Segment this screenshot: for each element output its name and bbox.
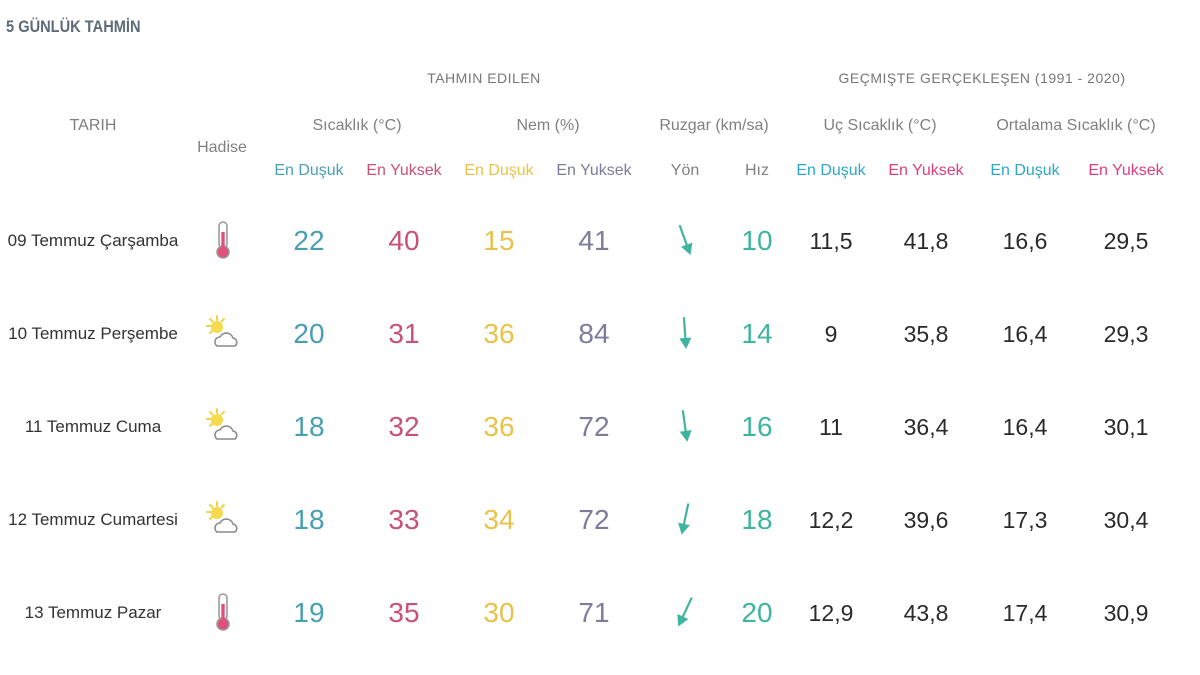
- temp-min-value: 19: [293, 596, 325, 628]
- wind-speed-value: 20: [741, 596, 773, 628]
- extreme-min-value: 9: [824, 320, 838, 347]
- humidity-min-value: 15: [483, 224, 515, 256]
- date-cell: 10 Temmuz Perşembe: [8, 324, 178, 344]
- extreme-min-value: 12,9: [808, 599, 854, 626]
- average-max-value: 30,4: [1103, 506, 1149, 533]
- average-max-value: 29,5: [1103, 227, 1149, 254]
- temp-min-value: 22: [293, 224, 325, 256]
- average-max-label: En Yuksek: [1088, 162, 1164, 179]
- page-title: 5 GÜNLÜK TAHMİN: [6, 17, 141, 36]
- wind-direction-arrow-icon: [673, 407, 698, 445]
- date-cell: 11 Temmuz Cuma: [24, 417, 162, 437]
- temp-max-value: 35: [388, 596, 420, 628]
- average-max-value: 30,1: [1103, 413, 1149, 440]
- wind-speed-value: 10: [741, 224, 773, 256]
- average-min-value: 16,4: [1002, 413, 1048, 440]
- phenomenon-column-header: Hadise: [197, 139, 247, 156]
- extreme-min-value: 11,5: [809, 227, 853, 254]
- partly-cloudy-icon: [203, 499, 243, 539]
- extreme-max-value: 39,6: [903, 506, 949, 533]
- wind-direction-arrow-icon: [674, 314, 696, 351]
- date-cell: 09 Temmuz Çarşamba: [7, 231, 179, 251]
- average-min-value: 17,3: [1002, 506, 1048, 533]
- humidity-max-value: 41: [578, 224, 610, 256]
- temp-max-value: 31: [388, 317, 420, 349]
- temp-min-value: 18: [293, 503, 325, 535]
- humidity-min-value: 34: [483, 503, 515, 535]
- average-max-value: 29,3: [1103, 320, 1149, 347]
- temperature-header: Sıcaklık (°C): [312, 117, 402, 134]
- date-cell: 13 Temmuz Pazar: [24, 603, 162, 623]
- temp-max-value: 32: [388, 410, 420, 442]
- humidity-max-value: 72: [578, 410, 610, 442]
- temp-min-value: 20: [293, 317, 325, 349]
- humidity-max-value: 84: [578, 317, 610, 349]
- temp-max-label: En Yuksek: [366, 162, 442, 179]
- forecast-group-header: TAHMIN EDILEN: [427, 70, 541, 86]
- average-max-value: 30,9: [1103, 599, 1149, 626]
- humidity-min-label: En Duşuk: [464, 162, 534, 179]
- humidity-min-value: 30: [483, 596, 515, 628]
- humidity-max-value: 71: [578, 596, 610, 628]
- average-min-value: 17,4: [1002, 599, 1048, 626]
- extreme-min-value: 11: [819, 413, 843, 440]
- average-min-value: 16,4: [1002, 320, 1048, 347]
- extreme-max-label: En Yuksek: [888, 162, 964, 179]
- wind-speed-value: 18: [741, 503, 773, 535]
- thermometer-hot-icon: [203, 220, 243, 260]
- partly-cloudy-icon: [203, 313, 243, 353]
- wind-speed-label: Hız: [745, 162, 769, 179]
- wind-direction-arrow-icon: [671, 499, 698, 538]
- history-group-header: GEÇMIŞTE GERÇEKLEŞEN (1991 - 2020): [838, 70, 1126, 86]
- humidity-max-value: 72: [578, 503, 610, 535]
- date-cell: 12 Temmuz Cumartesi: [8, 510, 178, 530]
- humidity-header: Nem (%): [516, 117, 580, 134]
- extreme-max-value: 36,4: [903, 413, 949, 440]
- extreme-min-label: En Duşuk: [796, 162, 866, 179]
- humidity-min-value: 36: [483, 317, 515, 349]
- extreme-temperature-header: Uç Sıcaklık (°C): [823, 117, 937, 134]
- thermometer-hot-icon: [203, 592, 243, 632]
- average-min-label: En Duşuk: [990, 162, 1060, 179]
- wind-speed-value: 16: [741, 410, 773, 442]
- date-column-header: TARIH: [69, 117, 117, 134]
- wind-speed-value: 14: [741, 317, 773, 349]
- temp-min-value: 18: [293, 410, 325, 442]
- humidity-min-value: 36: [483, 410, 515, 442]
- temp-max-value: 40: [388, 224, 420, 256]
- wind-header: Ruzgar (km/sa): [659, 117, 769, 134]
- extreme-max-value: 35,8: [903, 320, 949, 347]
- wind-direction-arrow-icon: [668, 591, 701, 632]
- extreme-max-value: 43,8: [903, 599, 949, 626]
- temp-max-value: 33: [388, 503, 420, 535]
- extreme-max-value: 41,8: [903, 227, 949, 254]
- average-temperature-header: Ortalama Sıcaklık (°C): [996, 117, 1156, 134]
- wind-direction-arrow-icon: [669, 220, 700, 261]
- partly-cloudy-icon: [203, 406, 243, 446]
- humidity-max-label: En Yuksek: [556, 162, 632, 179]
- extreme-min-value: 12,2: [808, 506, 854, 533]
- wind-direction-label: Yön: [670, 162, 700, 179]
- temp-min-label: En Duşuk: [274, 162, 344, 179]
- average-min-value: 16,6: [1002, 227, 1048, 254]
